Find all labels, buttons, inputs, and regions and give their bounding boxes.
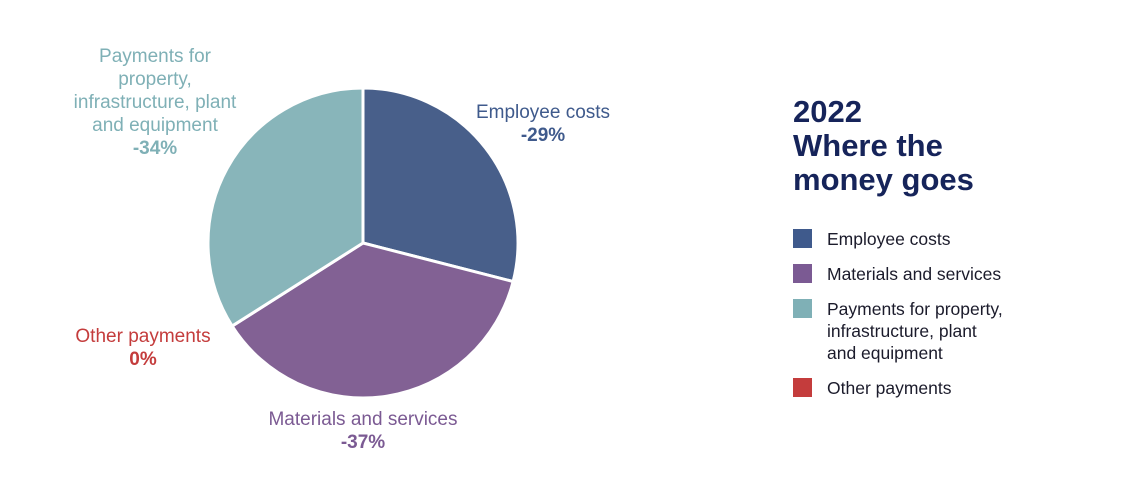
legend-item-employee-costs: Employee costs xyxy=(793,228,1113,250)
pie-labels: Employee costs-29% Materials and services… xyxy=(74,46,610,453)
title-line-year: 2022 xyxy=(793,94,862,129)
title-line-3: money goes xyxy=(793,162,974,197)
slice-value-employee-costs: -29% xyxy=(521,125,565,146)
legend-item-other-payments: Other payments xyxy=(793,377,1113,399)
slice-label-materials-and-services-line-1: Materials and services xyxy=(268,409,457,430)
legend-label-materials-and-services: Materials and services xyxy=(827,264,1002,284)
pie-slice-employee-costs xyxy=(361,86,520,284)
legend-swatch-materials-and-services xyxy=(793,264,812,283)
legend-label-employee-costs: Employee costs xyxy=(827,229,951,249)
legend-item-payments-for-property: Payments for property, infrastructure, p… xyxy=(793,298,1113,364)
slice-label-payments-for-property-infrastructure-plant-and-equipment-line-4: and equipment xyxy=(92,115,218,136)
slice-label-payments-for-property-infrastructure-plant-and-equipment-line-2: property, xyxy=(118,69,192,90)
legend-label-payments-for-property: Payments for property, infrastructure, p… xyxy=(827,299,1003,363)
slice-label-employee-costs-line-1: Employee costs xyxy=(476,102,610,123)
legend-swatch-employee-costs xyxy=(793,229,812,248)
slice-value-other-payments: 0% xyxy=(129,349,157,370)
legend-item-materials-and-services: Materials and services xyxy=(793,263,1113,285)
slice-label-payments-for-property-infrastructure-plant-and-equipment-line-3: infrastructure, plant xyxy=(74,92,237,113)
legend-label-other-payments: Other payments xyxy=(827,378,952,398)
legend: Employee costs Materials and services Pa… xyxy=(793,228,1113,412)
slice-label-payments-for-property-infrastructure-plant-and-equipment-line-1: Payments for xyxy=(99,46,212,67)
slice-label-other-payments-line-1: Other payments xyxy=(75,326,210,347)
legend-swatch-payments-for-property xyxy=(793,299,812,318)
slice-value-materials-and-services: -37% xyxy=(341,432,385,453)
chart-title: 2022 Where the money goes xyxy=(793,95,1093,197)
pie-slices xyxy=(206,86,520,400)
slice-value-payments-for-property-infrastructure-plant-and-equipment: -34% xyxy=(133,138,177,159)
pie-slice-payments-for-property-infrastructure-plant-and-equipment xyxy=(206,86,365,329)
title-line-2: Where the xyxy=(793,128,943,163)
legend-swatch-other-payments xyxy=(793,378,812,397)
